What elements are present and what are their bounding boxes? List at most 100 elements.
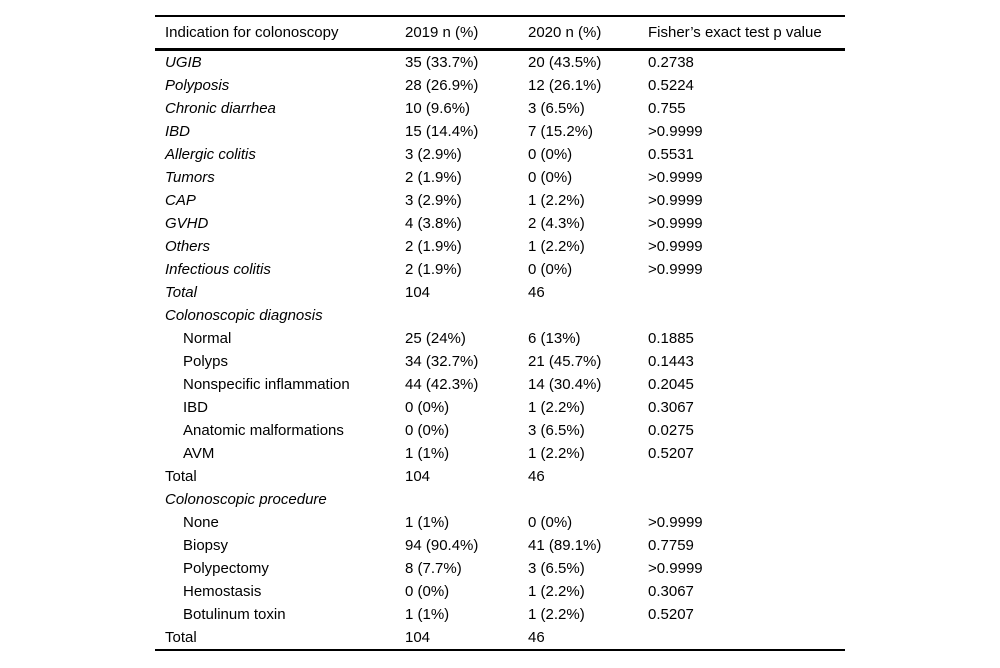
cell-p-value: >0.9999 — [648, 560, 703, 577]
cell-2020: 41 (89.1%) — [528, 537, 602, 554]
cell-p-value: 0.5207 — [648, 445, 694, 462]
cell-2019: 104 — [405, 468, 431, 485]
table-row: None 1 (1%) 0 (0%) >0.9999 — [155, 511, 845, 534]
cell-2019: 2 (1.9%) — [405, 169, 462, 186]
row-label: Biopsy — [183, 537, 229, 554]
table-row: Chronic diarrhea 10 (9.6%) 3 (6.5%) 0.75… — [155, 97, 845, 120]
cell-2019: 8 (7.7%) — [405, 560, 462, 577]
cell-p-value: 0.7759 — [648, 537, 694, 554]
table-row: Colonoscopic procedure — [155, 488, 845, 511]
cell-p-value — [648, 281, 845, 304]
cell-2020 — [528, 304, 648, 327]
table-row: Others 2 (1.9%) 1 (2.2%) >0.9999 — [155, 235, 845, 258]
cell-p-value: 0.2738 — [648, 54, 694, 71]
cell-2019: 2 (1.9%) — [405, 261, 462, 278]
cell-2020: 21 (45.7%) — [528, 353, 602, 370]
table-row: Anatomic malformations 0 (0%) 3 (6.5%) 0… — [155, 419, 845, 442]
table-row: IBD 15 (14.4%) 7 (15.2%) >0.9999 — [155, 120, 845, 143]
cell-p-value: 0.1885 — [648, 330, 694, 347]
cell-2019: 0 (0%) — [405, 583, 450, 600]
cell-2020: 1 (2.2%) — [528, 445, 585, 462]
table-row: CAP 3 (2.9%) 1 (2.2%) >0.9999 — [155, 189, 845, 212]
cell-p-value: >0.9999 — [648, 514, 703, 531]
cell-2020: 6 (13%) — [528, 330, 581, 347]
table-row: Polyps 34 (32.7%) 21 (45.7%) 0.1443 — [155, 350, 845, 373]
colonoscopy-indications-table: Indication for colonoscopy 2019 n (%) 20… — [155, 15, 845, 651]
cell-2019: 10 (9.6%) — [405, 100, 471, 117]
cell-2020: 20 (43.5%) — [528, 54, 602, 71]
cell-2019: 94 (90.4%) — [405, 537, 479, 554]
cell-2020: 46 — [528, 284, 545, 301]
row-label: CAP — [165, 192, 196, 209]
cell-p-value — [648, 304, 845, 327]
cell-2020: 1 (2.2%) — [528, 192, 585, 209]
cell-2020: 1 (2.2%) — [528, 399, 585, 416]
cell-p-value — [648, 488, 845, 511]
cell-p-value — [648, 626, 845, 650]
table-body: UGIB 35 (33.7%) 20 (43.5%) 0.2738 Polypo… — [155, 50, 845, 651]
row-label: Normal — [183, 330, 232, 347]
cell-p-value: 0.5207 — [648, 606, 694, 623]
cell-p-value: >0.9999 — [648, 123, 703, 140]
cell-2019: 1 (1%) — [405, 606, 450, 623]
table-row: Infectious colitis 2 (1.9%) 0 (0%) >0.99… — [155, 258, 845, 281]
row-label: Total — [165, 468, 197, 485]
row-label: IBD — [183, 399, 209, 416]
table-row: Total 104 46 — [155, 626, 845, 650]
row-label: GVHD — [165, 215, 209, 232]
row-label: Total — [165, 284, 197, 301]
col-header-2019: 2019 n (%) — [405, 24, 479, 41]
cell-2019 — [405, 304, 528, 327]
cell-2019 — [405, 488, 528, 511]
table-row: Normal 25 (24%) 6 (13%) 0.1885 — [155, 327, 845, 350]
header-row: Indication for colonoscopy 2019 n (%) 20… — [155, 16, 845, 50]
cell-p-value: 0.0275 — [648, 422, 694, 439]
cell-2019: 2 (1.9%) — [405, 238, 462, 255]
row-label: None — [183, 514, 219, 531]
cell-2020: 0 (0%) — [528, 261, 573, 278]
row-label: Tumors — [165, 169, 215, 186]
cell-2019: 4 (3.8%) — [405, 215, 462, 232]
row-label: UGIB — [165, 54, 202, 71]
cell-p-value: 0.3067 — [648, 583, 694, 600]
row-label: Allergic colitis — [165, 146, 256, 163]
cell-2019: 15 (14.4%) — [405, 123, 479, 140]
cell-p-value: 0.2045 — [648, 376, 694, 393]
cell-2019: 44 (42.3%) — [405, 376, 479, 393]
table-row: Tumors 2 (1.9%) 0 (0%) >0.9999 — [155, 166, 845, 189]
cell-p-value: >0.9999 — [648, 215, 703, 232]
cell-2020: 7 (15.2%) — [528, 123, 594, 140]
table-row: Polyposis 28 (26.9%) 12 (26.1%) 0.5224 — [155, 74, 845, 97]
cell-p-value: >0.9999 — [648, 261, 703, 278]
table-row: Biopsy 94 (90.4%) 41 (89.1%) 0.7759 — [155, 534, 845, 557]
col-header-2020: 2020 n (%) — [528, 24, 602, 41]
table-row: Total 104 46 — [155, 281, 845, 304]
cell-p-value: 0.1443 — [648, 353, 694, 370]
cell-2019: 3 (2.9%) — [405, 192, 462, 209]
cell-p-value: >0.9999 — [648, 238, 703, 255]
cell-2019: 0 (0%) — [405, 422, 450, 439]
row-label: Polyposis — [165, 77, 230, 94]
cell-p-value: 0.3067 — [648, 399, 694, 416]
cell-2020: 46 — [528, 468, 545, 485]
table-row: Botulinum toxin 1 (1%) 1 (2.2%) 0.5207 — [155, 603, 845, 626]
col-header-p-value: Fisher’s exact test p value — [648, 24, 822, 41]
cell-2020: 1 (2.2%) — [528, 606, 585, 623]
table-row: AVM 1 (1%) 1 (2.2%) 0.5207 — [155, 442, 845, 465]
cell-2019: 3 (2.9%) — [405, 146, 462, 163]
row-label: Botulinum toxin — [183, 606, 286, 623]
row-label: Anatomic malformations — [183, 422, 344, 439]
cell-2020: 12 (26.1%) — [528, 77, 602, 94]
cell-2019: 28 (26.9%) — [405, 77, 479, 94]
cell-2019: 1 (1%) — [405, 514, 450, 531]
table-row: IBD 0 (0%) 1 (2.2%) 0.3067 — [155, 396, 845, 419]
cell-p-value: >0.9999 — [648, 192, 703, 209]
row-label: Polypectomy — [183, 560, 269, 577]
row-label: Others — [165, 238, 211, 255]
cell-2020: 3 (6.5%) — [528, 422, 585, 439]
cell-p-value: 0.5531 — [648, 146, 694, 163]
row-label: IBD — [165, 123, 191, 140]
cell-2020: 2 (4.3%) — [528, 215, 585, 232]
table-row: Allergic colitis 3 (2.9%) 0 (0%) 0.5531 — [155, 143, 845, 166]
cell-2020 — [528, 488, 648, 511]
